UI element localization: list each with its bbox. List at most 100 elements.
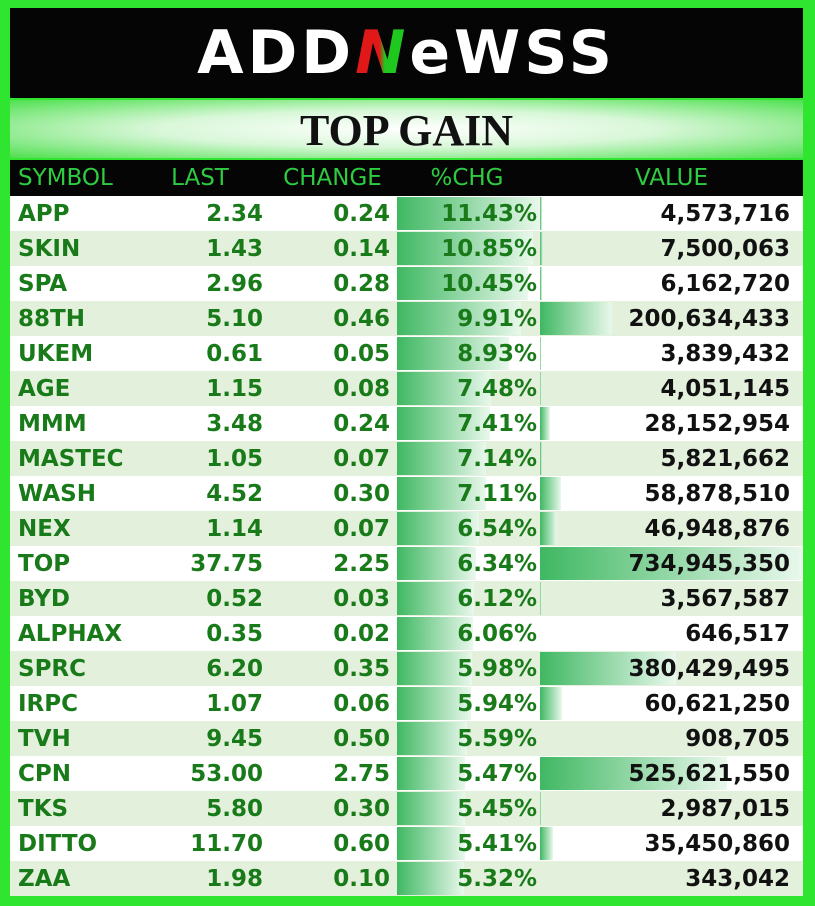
table-row: APP 2.34 0.24 11.43% 4,573,716: [10, 196, 803, 231]
column-header: CHANGE: [283, 165, 382, 191]
value: 734,945,350: [628, 550, 790, 577]
value: 525,621,550: [628, 760, 790, 787]
symbol: SPRC: [18, 655, 87, 682]
table-row: TKS 5.80 0.30 5.45% 2,987,015: [10, 791, 803, 826]
pct-change: 5.47%: [457, 760, 537, 787]
last: 6.20: [206, 655, 263, 682]
pct-bar: [397, 757, 466, 790]
value-bar: [540, 792, 542, 825]
value-bar: [540, 827, 553, 860]
pct-change: 9.91%: [457, 305, 537, 332]
symbol: BYD: [18, 585, 71, 612]
table-row: ZAA 1.98 0.10 5.32% 343,042: [10, 861, 803, 896]
pct-change: 7.14%: [457, 445, 537, 472]
value: 7,500,063: [660, 235, 791, 262]
value: 60,621,250: [644, 690, 790, 717]
symbol: ZAA: [18, 865, 71, 892]
pct-change: 5.32%: [457, 865, 537, 892]
change: 0.14: [333, 235, 390, 262]
last: 53.00: [190, 760, 263, 787]
last: 0.35: [206, 620, 263, 647]
value: 28,152,954: [644, 410, 790, 437]
last: 37.75: [190, 550, 263, 577]
column-header: LAST: [171, 165, 229, 191]
last: 0.52: [206, 585, 263, 612]
change: 0.03: [333, 585, 390, 612]
table-row: ALPHAX 0.35 0.02 6.06% 646,517: [10, 616, 803, 651]
last: 5.10: [206, 305, 263, 332]
value-bar: [540, 512, 557, 545]
change: 0.30: [333, 795, 390, 822]
table-row: TOP 37.75 2.25 6.34% 734,945,350: [10, 546, 803, 581]
value: 6,162,720: [660, 270, 791, 297]
table-row: SPA 2.96 0.28 10.45% 6,162,720: [10, 266, 803, 301]
value: 200,634,433: [628, 305, 790, 332]
last: 1.14: [206, 515, 263, 542]
symbol: NEX: [18, 515, 71, 542]
last: 4.52: [206, 480, 263, 507]
table-row: IRPC 1.07 0.06 5.94% 60,621,250: [10, 686, 803, 721]
value-bar: [540, 372, 542, 405]
column-header: VALUE: [634, 165, 709, 191]
last: 2.34: [206, 200, 263, 227]
symbol: IRPC: [18, 690, 79, 717]
header-row: SYMBOL LAST CHANGE %CHG VALUE: [10, 160, 803, 196]
pct-bar: [397, 792, 466, 825]
pct-change: 5.59%: [457, 725, 537, 752]
pct-change: 7.41%: [457, 410, 537, 437]
table-row: DITTO 11.70 0.60 5.41% 35,450,860: [10, 826, 803, 861]
change: 0.07: [333, 515, 390, 542]
table-row: MASTEC 1.05 0.07 7.14% 5,821,662: [10, 441, 803, 476]
change: 0.08: [333, 375, 390, 402]
table-row: TVH 9.45 0.50 5.59% 908,705: [10, 721, 803, 756]
pct-change: 10.45%: [441, 270, 537, 297]
logo-part: ADD: [197, 18, 356, 88]
pct-change: 5.45%: [457, 795, 537, 822]
change: 0.02: [333, 620, 390, 647]
pct-change: 7.48%: [457, 375, 537, 402]
column-header: %CHG: [430, 165, 504, 191]
symbol: TOP: [18, 550, 71, 577]
change: 0.06: [333, 690, 390, 717]
change: 0.60: [333, 830, 390, 857]
change: 0.10: [333, 865, 390, 892]
column-header: SYMBOL: [18, 165, 113, 191]
change: 0.24: [333, 410, 390, 437]
title: TOP GAIN: [10, 100, 803, 158]
table-row: NEX 1.14 0.07 6.54% 46,948,876: [10, 511, 803, 546]
pct-bar: [397, 267, 528, 300]
pct-bar: [397, 652, 472, 685]
pct-change: 6.54%: [457, 515, 537, 542]
last: 1.07: [206, 690, 263, 717]
change: 2.25: [333, 550, 390, 577]
pct-bar: [397, 862, 464, 895]
symbol: MMM: [18, 410, 87, 437]
value-bar: [540, 267, 543, 300]
pct-change: 5.94%: [457, 690, 537, 717]
pct-change: 6.12%: [457, 585, 537, 612]
last: 2.96: [206, 270, 263, 297]
change: 0.07: [333, 445, 390, 472]
value: 4,573,716: [660, 200, 791, 227]
last: 3.48: [206, 410, 263, 437]
value: 380,429,495: [628, 655, 790, 682]
pct-bar: [397, 547, 477, 580]
value: 343,042: [685, 865, 790, 892]
pct-bar: [397, 617, 473, 650]
last: 1.98: [206, 865, 263, 892]
pct-change: 6.06%: [457, 620, 537, 647]
value: 3,839,432: [660, 340, 791, 367]
value: 5,821,662: [660, 445, 791, 472]
pct-bar: [397, 827, 465, 860]
symbol: TKS: [18, 795, 69, 822]
value: 3,567,587: [660, 585, 791, 612]
value-bar: [540, 652, 676, 685]
symbol: APP: [18, 200, 70, 227]
symbol: WASH: [18, 480, 96, 507]
value-bar: [540, 687, 562, 720]
logo-part: eWSS: [409, 18, 616, 88]
pct-bar: [397, 372, 491, 405]
table-row: MMM 3.48 0.24 7.41% 28,152,954: [10, 406, 803, 441]
table-row: CPN 53.00 2.75 5.47% 525,621,550: [10, 756, 803, 791]
